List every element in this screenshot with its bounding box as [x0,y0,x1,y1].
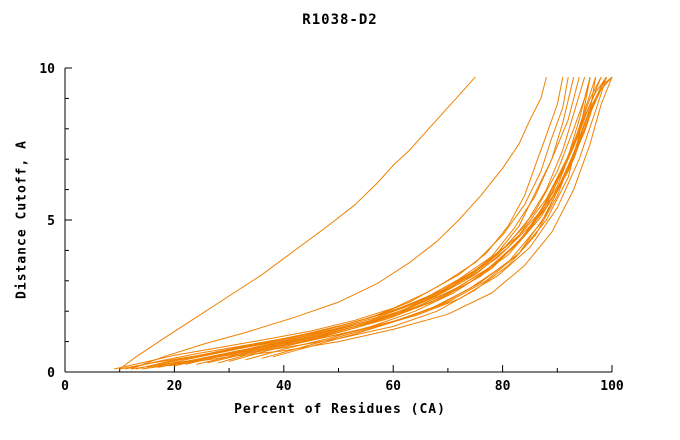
x-tick-label: 40 [276,379,292,394]
x-axis-label: Percent of Residues (CA) [234,402,446,417]
series-line-model-08 [152,76,591,368]
series-line-model-12 [196,76,607,365]
series-line-model-13 [207,76,613,364]
x-tick-label: 60 [385,379,401,394]
series-line-model-18 [272,76,613,358]
x-tick-label: 100 [600,379,624,394]
series-line-model-19 [141,76,613,370]
series-line-model-04 [125,77,569,370]
y-axis-label: Distance Cutoff, A [14,140,30,299]
series-line-model-15 [228,76,613,362]
x-tick-label: 80 [495,379,511,394]
series-line-model-16 [245,76,602,361]
series-line-model-22 [168,76,607,367]
y-tick-label: 0 [47,366,55,381]
y-tick-label: 10 [39,62,55,77]
series-line-model-10 [174,76,597,367]
series-line-model-17 [261,76,607,359]
x-tick-label: 0 [61,379,69,394]
series-line-model-03 [114,77,564,370]
series-line-model-01 [119,76,476,370]
series-line-model-02 [130,76,547,370]
series-line-model-11 [185,76,602,365]
x-tick-label: 20 [167,379,183,394]
y-tick-label: 5 [47,214,55,229]
series-line-model-21 [157,77,591,368]
chart-title: R1038-D2 [302,12,378,28]
